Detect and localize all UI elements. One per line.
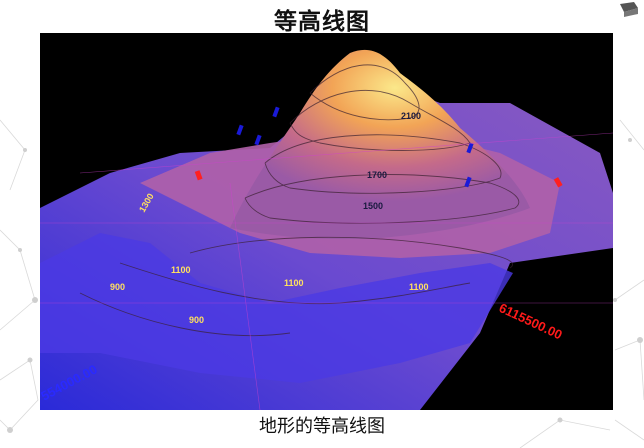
contour-label-1100: 1100 xyxy=(409,282,429,292)
y-axis-coordinate-label: 6115500.00 xyxy=(497,300,565,342)
contour-label-1700: 1700 xyxy=(367,170,387,180)
contour-label-2100: 2100 xyxy=(401,111,421,121)
contour-label-900: 900 xyxy=(110,282,125,292)
page-title: 等高线图 xyxy=(274,9,370,35)
contour-label-1100: 1100 xyxy=(171,265,191,275)
contour-label-1100: 1100 xyxy=(284,278,304,288)
contour-label-900: 900 xyxy=(189,315,204,325)
terrain-low-band xyxy=(40,233,513,383)
terrain-contour-plot: 2100 1700 1500 1100 1100 1100 900 900 13… xyxy=(40,33,613,410)
contour-label-1500: 1500 xyxy=(363,201,383,211)
figure-caption: 地形的等高线图 xyxy=(259,416,385,437)
mountain-peak xyxy=(230,49,530,240)
presentation-corner-icon xyxy=(620,2,638,17)
